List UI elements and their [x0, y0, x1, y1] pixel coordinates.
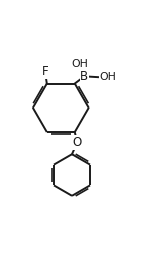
Text: OH: OH — [71, 59, 88, 69]
Text: O: O — [73, 136, 82, 149]
Text: B: B — [80, 70, 88, 83]
Text: OH: OH — [100, 72, 116, 82]
Text: F: F — [42, 65, 48, 78]
